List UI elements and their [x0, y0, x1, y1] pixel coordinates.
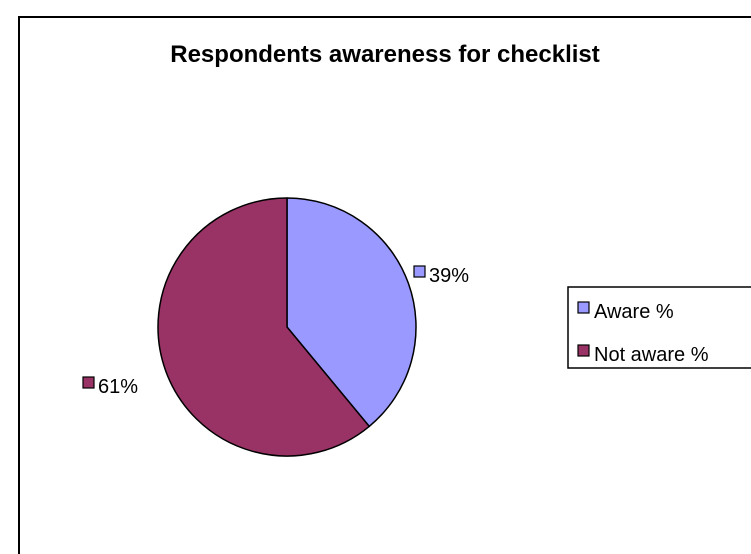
data-label-aware: 39%: [413, 265, 469, 287]
legend-entry-aware: Aware %: [594, 301, 674, 323]
legend-entry-not-aware: Not aware %: [594, 344, 709, 366]
legend-box: [567, 286, 751, 369]
data-label-aware-swatch: [413, 265, 426, 278]
legend-swatch-aware: [577, 301, 590, 314]
pie-slice-not-aware: [157, 197, 370, 457]
data-label-not-aware: 61%: [82, 376, 138, 398]
legend: Aware % Not aware %: [567, 286, 751, 369]
data-label-aware-text: 39%: [429, 265, 469, 287]
chart-title: Respondents awareness for checklist: [170, 41, 600, 68]
pie-slice-aware: [286, 197, 417, 428]
legend-swatch-not-aware: [577, 344, 590, 357]
data-label-not-aware-swatch: [82, 376, 95, 389]
data-label-not-aware-text: 61%: [98, 376, 138, 398]
pie: [157, 197, 417, 457]
